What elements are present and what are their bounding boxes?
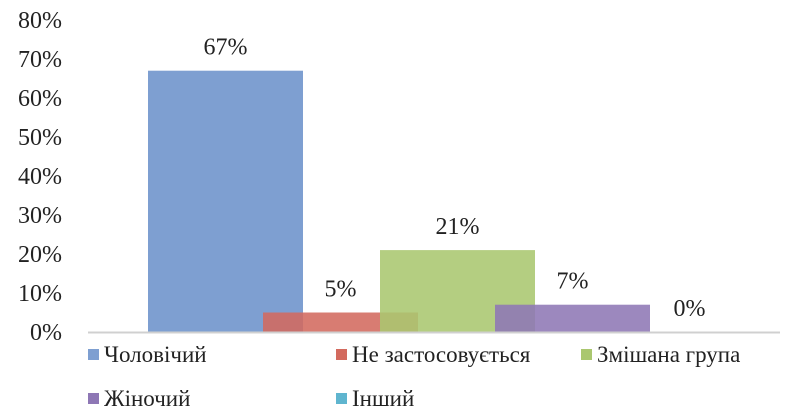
- y-tick-label: 10%: [18, 281, 62, 307]
- data-label: 0%: [674, 296, 706, 322]
- bars: [148, 70, 650, 332]
- y-tick-label: 60%: [18, 86, 62, 112]
- legend-item: Змішана група: [581, 342, 740, 367]
- legend-swatch: [88, 349, 99, 360]
- legend-item: Жіночий: [88, 386, 190, 411]
- legend-label: Жіночий: [104, 386, 190, 411]
- y-tick-label: 80%: [18, 8, 62, 34]
- data-label: 67%: [204, 35, 248, 61]
- data-label: 7%: [557, 269, 589, 295]
- legend-swatch: [336, 349, 347, 360]
- data-label: 21%: [436, 214, 480, 240]
- y-tick-label: 0%: [30, 320, 62, 346]
- legend-label: Змішана група: [597, 342, 740, 367]
- y-tick-label: 30%: [18, 203, 62, 229]
- legend-swatch: [88, 393, 99, 404]
- legend-swatch: [581, 349, 592, 360]
- data-label: 5%: [325, 277, 357, 303]
- legend: Чоловічий Не застосовується Змішана група Ж…: [88, 342, 740, 411]
- bar-4: [495, 304, 650, 332]
- legend-item: Інший: [336, 386, 414, 411]
- legend-swatch: [336, 393, 347, 404]
- y-tick-label: 40%: [18, 164, 62, 190]
- y-axis: 0% 10% 20% 30% 40% 50% 60% 70% 80%: [18, 8, 62, 346]
- data-labels: 67% 5% 21% 7% 0%: [204, 35, 706, 322]
- y-tick-label: 20%: [18, 242, 62, 268]
- legend-item: Чоловічий: [88, 342, 207, 367]
- bar-1: [148, 70, 303, 332]
- y-tick-label: 50%: [18, 125, 62, 151]
- bar-2: [263, 312, 418, 332]
- legend-label: Інший: [352, 386, 414, 411]
- legend-item: Не застосовується: [336, 342, 531, 367]
- legend-label: Не застосовується: [352, 342, 531, 367]
- y-tick-label: 70%: [18, 47, 62, 73]
- legend-label: Чоловічий: [104, 342, 207, 367]
